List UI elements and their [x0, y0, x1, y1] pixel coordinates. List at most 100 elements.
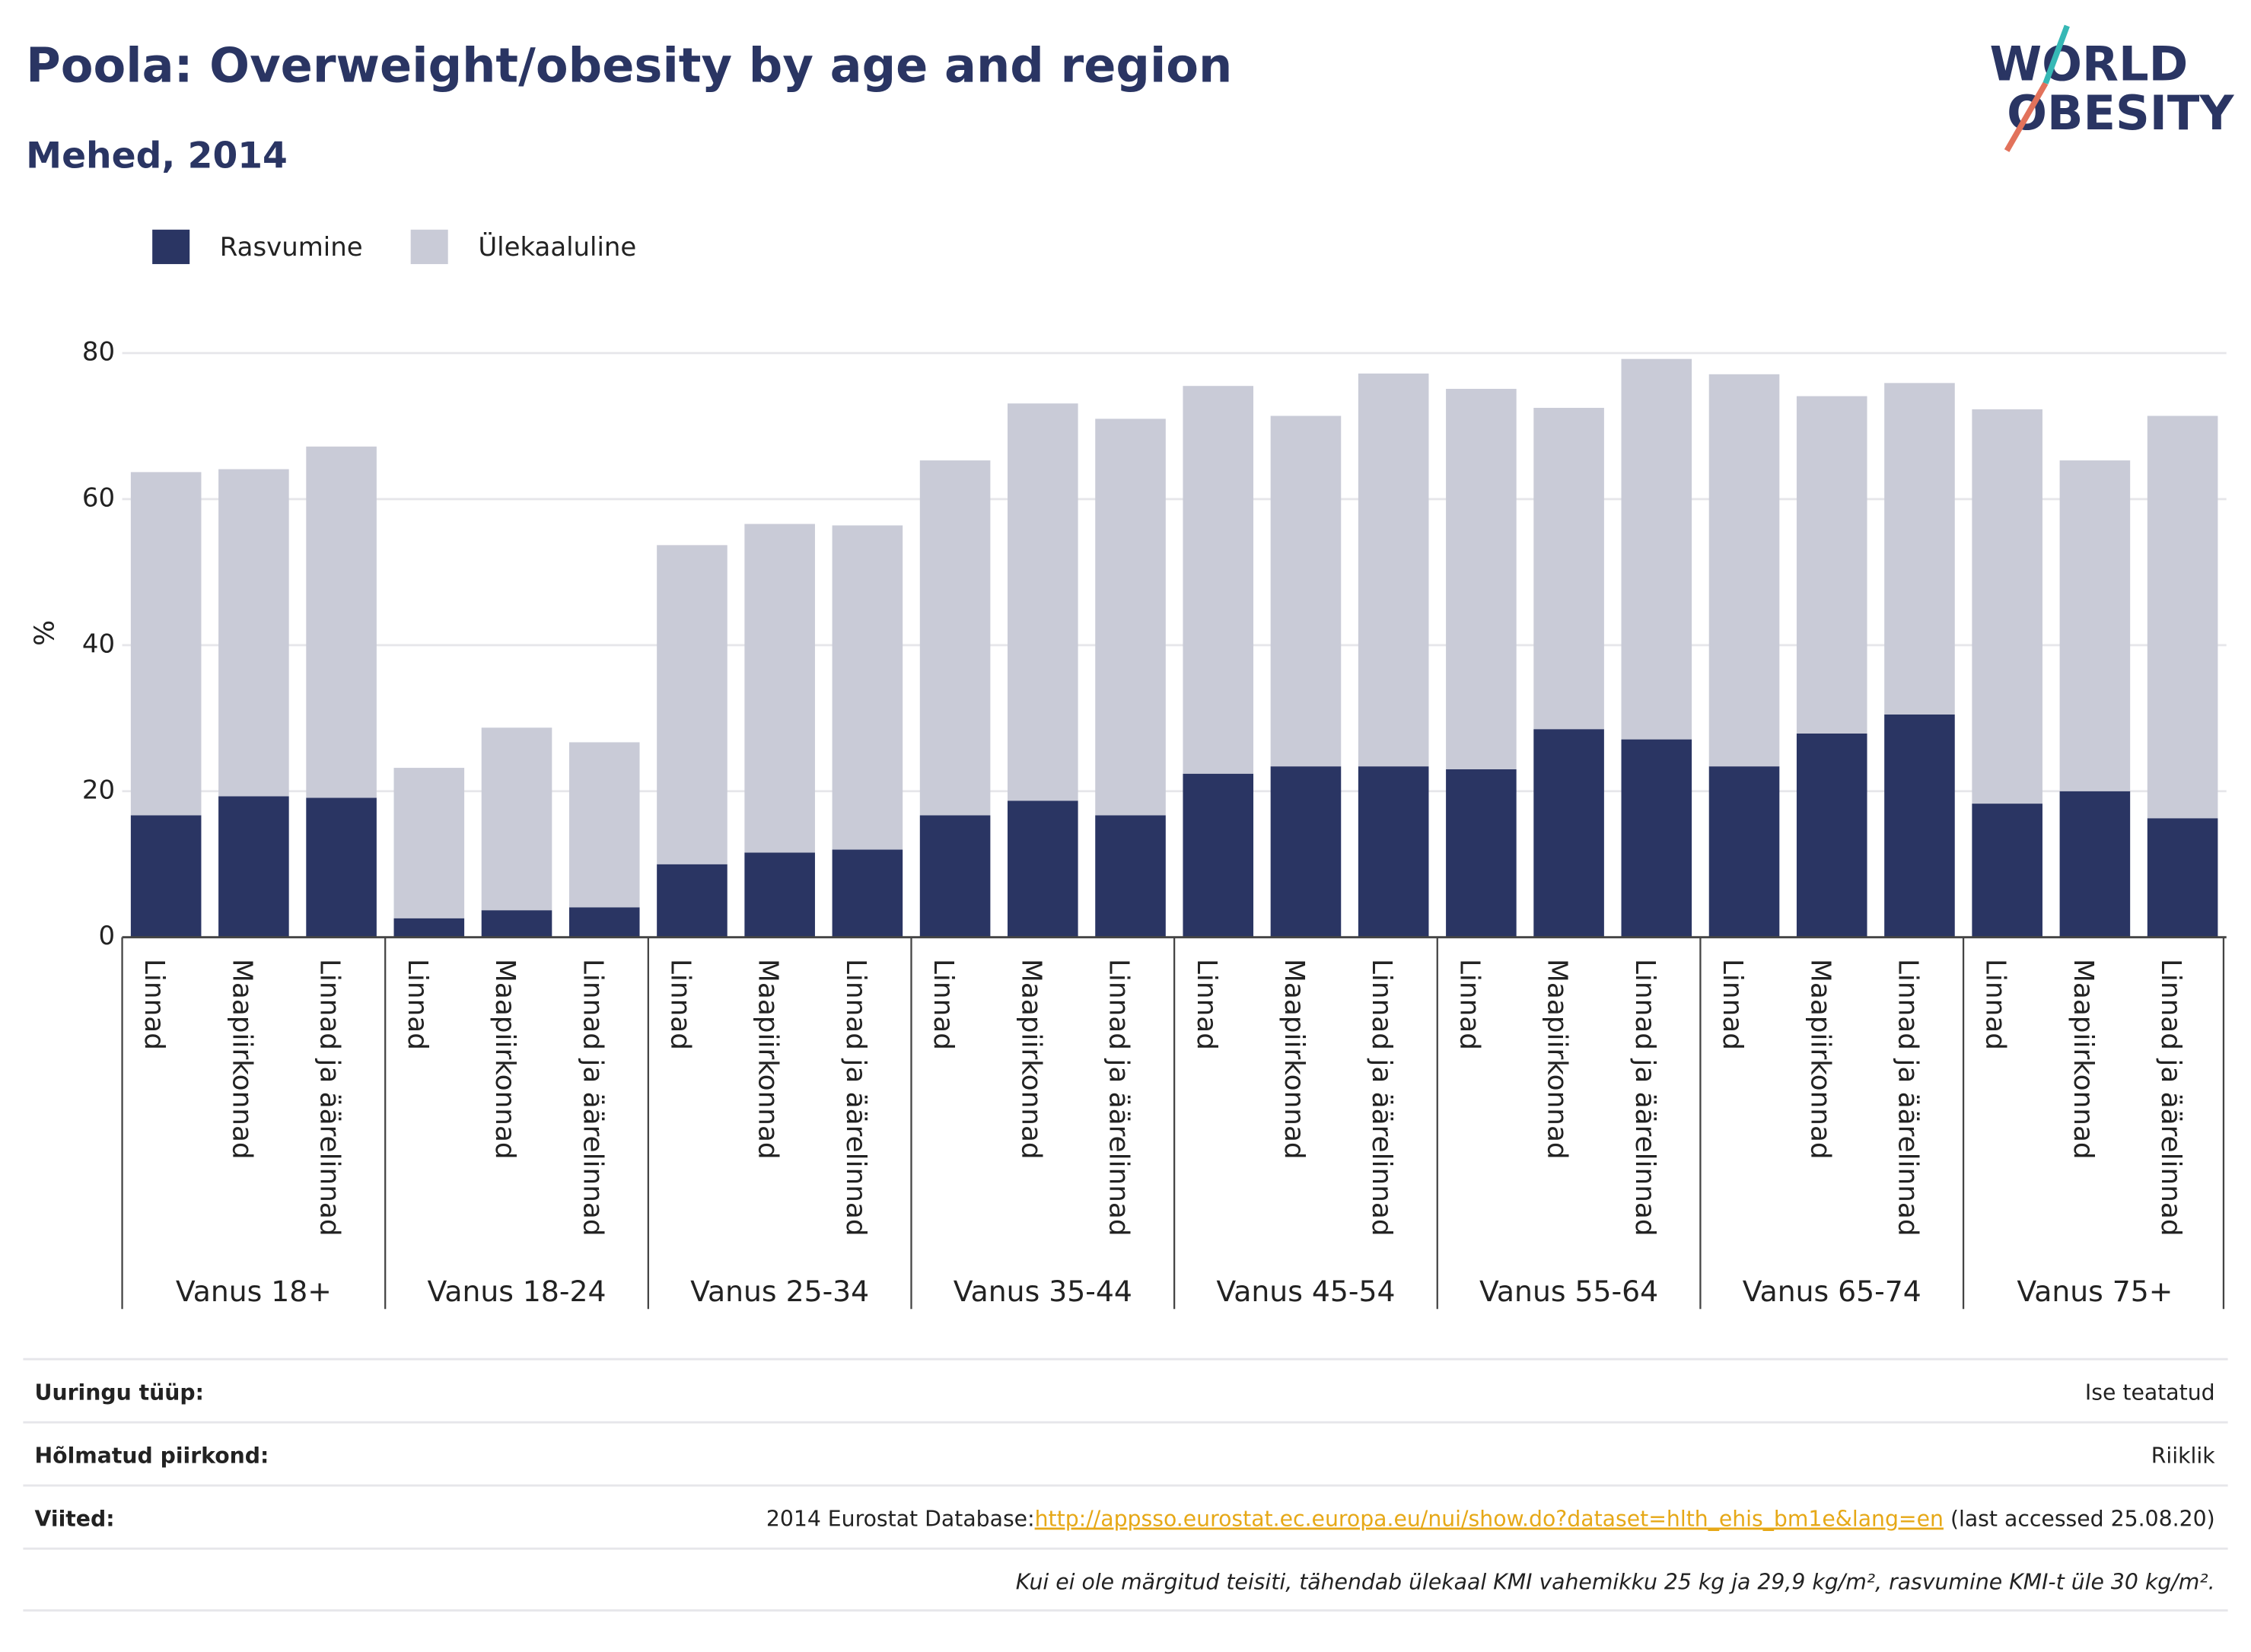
x-tick-label: Linnad [1191, 959, 1222, 1050]
bar [1358, 373, 1429, 767]
bar [832, 525, 903, 850]
legend-label: Rasvumine [220, 232, 363, 263]
x-tick-label: Linnad [1453, 959, 1485, 1050]
logo-slash [2042, 24, 2070, 84]
bar [1008, 403, 1078, 801]
reference-suffix: (last accessed 25.08.20) [1944, 1506, 2215, 1531]
x-tick-label: Linnad [402, 959, 433, 1050]
bar [1796, 396, 1867, 734]
group-label: Vanus 55-64 [1479, 1275, 1658, 1308]
x-tick-label: Linnad ja äärelinnad [1366, 959, 1397, 1237]
footer-label: Hõlmatud piirkond: [34, 1443, 269, 1468]
bar [2147, 818, 2218, 937]
y-tick-label: 0 [99, 921, 116, 951]
bar [1972, 804, 2042, 937]
bar [2147, 415, 2218, 819]
bar [1972, 409, 2042, 804]
bar [481, 727, 552, 911]
group-label: Vanus 65-74 [1743, 1275, 1921, 1308]
x-tick-label: Maapiirkonnad [1015, 959, 1046, 1160]
group-label: Vanus 45-54 [1216, 1275, 1395, 1308]
footer-reference: 2014 Eurostat Database:http://appsso.eur… [766, 1506, 2215, 1531]
x-tick-label: Linnad ja äärelinnad [1629, 959, 1660, 1237]
bar [1183, 773, 1254, 937]
bar [393, 768, 465, 918]
chart-title: Poola: Overweight/obesity by age and reg… [26, 38, 1232, 94]
bar [1358, 766, 1429, 937]
bar [393, 918, 465, 937]
x-tick-label: Linnad [138, 959, 170, 1050]
y-tick-label: 60 [82, 482, 115, 513]
bar [1533, 407, 1604, 730]
bar [1621, 739, 1692, 937]
bar [130, 472, 202, 816]
bar [1270, 766, 1342, 937]
bar [218, 796, 289, 937]
bar [1446, 769, 1517, 937]
bar [1533, 729, 1604, 937]
x-tick-label: Maapiirkonnad [226, 959, 257, 1160]
x-tick-label: Linnad ja äärelinnad [577, 959, 608, 1237]
x-tick-label: Maapiirkonnad [1542, 959, 1573, 1160]
chart-subtitle: Mehed, 2014 [26, 135, 288, 177]
bar [306, 797, 377, 937]
bar [568, 742, 640, 908]
bar [657, 864, 728, 937]
bar [218, 469, 289, 797]
bar [481, 910, 552, 937]
bar [1183, 386, 1254, 774]
footer-label: Uuringu tüüp: [34, 1380, 203, 1405]
x-tick-label: Linnad [664, 959, 696, 1050]
x-tick-label: Linnad ja äärelinnad [2155, 959, 2186, 1237]
bar [1708, 374, 1780, 767]
legend-swatch [410, 229, 448, 265]
bar [744, 852, 815, 937]
bar [130, 815, 202, 937]
x-tick-label: Maapiirkonnad [1278, 959, 1310, 1160]
reference-link[interactable]: http://appsso.eurostat.ec.europa.eu/nui/… [1035, 1506, 1944, 1531]
bar [1095, 815, 1166, 937]
bar [919, 460, 991, 816]
x-tick-label: Linnad ja äärelinnad [1892, 959, 1923, 1237]
group-label: Vanus 25-34 [690, 1275, 869, 1308]
bar [919, 815, 991, 937]
legend-swatch [152, 229, 190, 265]
footer-value: Ise teatatud [2085, 1380, 2215, 1405]
bar [832, 849, 903, 937]
footer-note: Kui ei ole märgitud teisiti, tähendab ül… [1016, 1569, 2215, 1594]
reference-prefix: 2014 Eurostat Database: [766, 1506, 1035, 1531]
x-tick-label: Linnad ja äärelinnad [1103, 959, 1135, 1237]
y-tick-label: 80 [82, 337, 115, 368]
group-label: Vanus 75+ [2017, 1275, 2173, 1308]
bar [1884, 383, 1955, 715]
group-label: Vanus 35-44 [954, 1275, 1132, 1308]
logo-slash [2004, 81, 2049, 152]
legend-label: Ülekaaluline [478, 231, 636, 263]
bar [657, 545, 728, 864]
logo-text: WORLD [1989, 37, 2188, 92]
x-tick-label: Maapiirkonnad [1804, 959, 1836, 1160]
x-tick-label: Linnad [1980, 959, 2011, 1050]
bar [1884, 715, 1955, 937]
bar [1708, 766, 1780, 937]
x-tick-label: Linnad [928, 959, 959, 1050]
logo-text: OBESITY [2007, 85, 2234, 141]
group-label: Vanus 18+ [176, 1275, 332, 1308]
y-tick-label: 20 [82, 775, 115, 805]
bar [1621, 358, 1692, 740]
x-tick-label: Maapiirkonnad [489, 959, 521, 1160]
bar [1446, 389, 1517, 769]
x-tick-label: Maapiirkonnad [753, 959, 784, 1160]
y-axis-label: % [30, 620, 61, 646]
footer-value: Riiklik [2151, 1443, 2215, 1468]
x-tick-label: Linnad ja äärelinnad [314, 959, 345, 1237]
bar [744, 524, 815, 853]
bar [1270, 415, 1342, 767]
bar [1008, 801, 1078, 937]
bar [2059, 460, 2131, 791]
footer-label: Viited: [34, 1506, 114, 1531]
y-tick-label: 40 [82, 629, 115, 659]
x-tick-label: Linnad ja äärelinnad [840, 959, 871, 1237]
bar [306, 446, 377, 798]
